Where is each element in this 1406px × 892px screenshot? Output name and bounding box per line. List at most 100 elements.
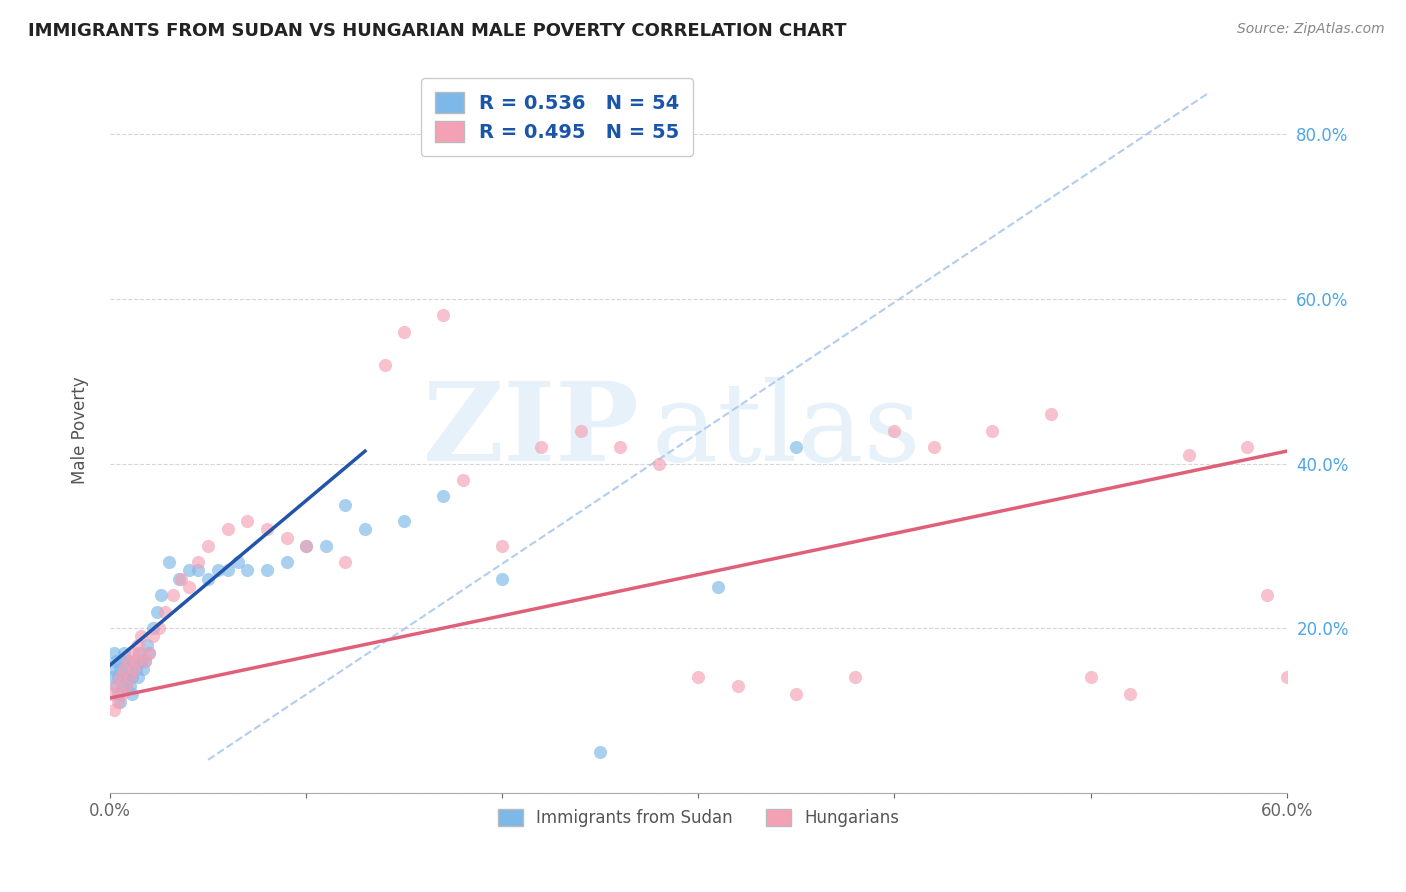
Point bbox=[128, 646, 150, 660]
Point bbox=[688, 670, 710, 684]
Point bbox=[276, 531, 298, 545]
Point bbox=[112, 670, 135, 684]
Point bbox=[142, 621, 165, 635]
Point bbox=[118, 670, 141, 684]
Point bbox=[101, 670, 124, 684]
Point bbox=[111, 679, 134, 693]
Point bbox=[138, 646, 160, 660]
Point bbox=[981, 424, 1004, 438]
Point bbox=[104, 654, 127, 668]
Point bbox=[101, 687, 124, 701]
Point bbox=[124, 654, 146, 668]
Text: IMMIGRANTS FROM SUDAN VS HUNGARIAN MALE POVERTY CORRELATION CHART: IMMIGRANTS FROM SUDAN VS HUNGARIAN MALE … bbox=[28, 22, 846, 40]
Y-axis label: Male Poverty: Male Poverty bbox=[72, 376, 89, 484]
Point bbox=[217, 522, 239, 536]
Point bbox=[589, 745, 612, 759]
Point bbox=[432, 309, 454, 323]
Point bbox=[142, 629, 165, 643]
Point bbox=[167, 572, 190, 586]
Point bbox=[111, 654, 134, 668]
Point bbox=[785, 440, 807, 454]
Point bbox=[707, 580, 730, 594]
Point bbox=[236, 514, 259, 528]
Point bbox=[451, 473, 474, 487]
Point bbox=[1236, 440, 1258, 454]
Point bbox=[922, 440, 945, 454]
Point bbox=[883, 424, 905, 438]
Point bbox=[335, 498, 357, 512]
Point bbox=[162, 588, 184, 602]
Point bbox=[432, 490, 454, 504]
Point bbox=[1040, 407, 1063, 421]
Point bbox=[491, 572, 513, 586]
Point bbox=[114, 679, 136, 693]
Point bbox=[121, 687, 143, 701]
Point bbox=[104, 679, 127, 693]
Point bbox=[107, 670, 129, 684]
Point bbox=[276, 555, 298, 569]
Point bbox=[153, 605, 176, 619]
Point bbox=[122, 654, 145, 668]
Point bbox=[609, 440, 631, 454]
Point bbox=[217, 564, 239, 578]
Legend: Immigrants from Sudan, Hungarians: Immigrants from Sudan, Hungarians bbox=[489, 800, 907, 835]
Point bbox=[117, 654, 139, 668]
Point bbox=[844, 670, 866, 684]
Point bbox=[127, 638, 149, 652]
Point bbox=[169, 572, 191, 586]
Point bbox=[112, 662, 135, 676]
Point bbox=[117, 670, 139, 684]
Point bbox=[374, 358, 396, 372]
Point bbox=[491, 539, 513, 553]
Point bbox=[335, 555, 357, 569]
Point bbox=[187, 555, 209, 569]
Point bbox=[108, 670, 131, 684]
Text: ZIP: ZIP bbox=[423, 377, 640, 484]
Point bbox=[207, 564, 229, 578]
Point bbox=[121, 670, 143, 684]
Text: Source: ZipAtlas.com: Source: ZipAtlas.com bbox=[1237, 22, 1385, 37]
Point bbox=[1080, 670, 1102, 684]
Point bbox=[315, 539, 337, 553]
Point bbox=[256, 564, 278, 578]
Point bbox=[114, 662, 136, 676]
Point bbox=[103, 703, 125, 717]
Point bbox=[569, 424, 592, 438]
Point bbox=[1275, 670, 1298, 684]
Point bbox=[648, 457, 671, 471]
Point bbox=[118, 679, 141, 693]
Point bbox=[118, 662, 141, 676]
Point bbox=[107, 687, 129, 701]
Point bbox=[785, 687, 807, 701]
Point bbox=[122, 662, 145, 676]
Point bbox=[104, 679, 127, 693]
Point bbox=[146, 605, 169, 619]
Point bbox=[136, 638, 159, 652]
Point bbox=[236, 564, 259, 578]
Point bbox=[134, 654, 156, 668]
Point bbox=[1177, 448, 1199, 462]
Point bbox=[117, 654, 139, 668]
Point bbox=[392, 325, 415, 339]
Point bbox=[392, 514, 415, 528]
Point bbox=[131, 654, 153, 668]
Point bbox=[148, 621, 170, 635]
Text: atlas: atlas bbox=[651, 377, 921, 484]
Point bbox=[111, 687, 134, 701]
Point bbox=[103, 646, 125, 660]
Point bbox=[197, 572, 219, 586]
Point bbox=[131, 629, 153, 643]
Point bbox=[177, 564, 200, 578]
Point bbox=[226, 555, 249, 569]
Point bbox=[354, 522, 377, 536]
Point bbox=[134, 654, 156, 668]
Point bbox=[127, 670, 149, 684]
Point bbox=[124, 662, 146, 676]
Point bbox=[256, 522, 278, 536]
Point bbox=[107, 695, 129, 709]
Point bbox=[132, 662, 155, 676]
Point bbox=[177, 580, 200, 594]
Point bbox=[138, 646, 160, 660]
Point bbox=[1119, 687, 1142, 701]
Point bbox=[114, 679, 136, 693]
